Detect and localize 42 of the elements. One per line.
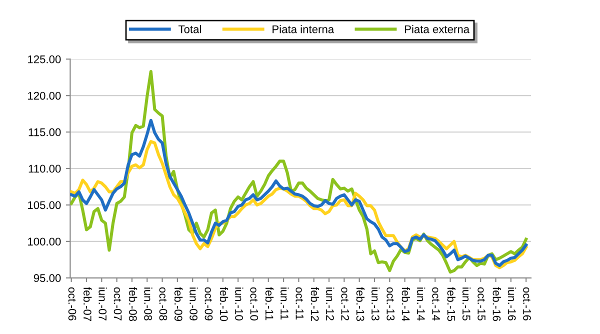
x-tick-label: feb.-07 <box>84 287 92 321</box>
legend-label: Piata interna <box>272 25 334 34</box>
x-tick-label: iun.-10 <box>235 288 244 320</box>
y-tick-label: 105.00 <box>28 201 61 210</box>
x-tick-label: oct.-09 <box>204 287 213 320</box>
x-tick-label: feb.-16 <box>492 287 501 322</box>
x-tick-label: iun.-12 <box>326 288 334 320</box>
y-tick-label: 120.00 <box>28 92 61 100</box>
x-tick-label: oct.-13 <box>386 287 395 320</box>
x-tick-label: oct.-11 <box>296 287 304 320</box>
x-tick-label: feb.-11 <box>265 287 274 320</box>
x-tick-label: iun.-09 <box>190 288 198 320</box>
x-tick-label: oct.-06 <box>68 287 76 320</box>
x-tick-label: iun.-11 <box>280 288 289 320</box>
y-tick-label: 100.00 <box>28 238 61 246</box>
y-tick-label: 125.00 <box>28 55 61 64</box>
x-tick-label: oct.-10 <box>250 287 258 320</box>
x-tick-label: feb.-09 <box>174 287 183 321</box>
y-tick-label: 115.00 <box>28 128 61 136</box>
x-tick-label: feb.-12 <box>310 287 320 321</box>
x-tick-label: oct.-08 <box>159 287 168 320</box>
x-tick-label: iun.-16 <box>508 288 516 320</box>
x-tick-label: feb.-15 <box>447 287 456 322</box>
legend-label: Total <box>178 25 201 34</box>
x-tick-label: oct.-16 <box>523 287 531 320</box>
y-tick-label: 110.00 <box>28 164 61 173</box>
legend-label: Piata externa <box>404 25 470 34</box>
x-tick-label: iun.-15 <box>462 288 471 320</box>
x-tick-label: feb.-14 <box>402 287 410 322</box>
x-tick-label: oct.-12 <box>341 287 350 320</box>
x-tick-label: iun.-13 <box>372 288 380 320</box>
x-tick-label: feb.-08 <box>128 287 138 322</box>
x-tick-label: oct.-07 <box>114 287 122 320</box>
x-tick-label: iun.-07 <box>98 288 107 320</box>
x-tick-label: oct.-14 <box>432 287 440 321</box>
x-tick-label: feb.-13 <box>356 287 365 322</box>
x-tick-label: oct.-15 <box>478 287 486 320</box>
y-tick-label: 95.00 <box>34 274 61 282</box>
x-tick-label: iun.-08 <box>144 288 152 320</box>
x-tick-label: iun.-14 <box>416 288 426 321</box>
line-series <box>70 118 528 268</box>
x-tick-label: feb.-10 <box>220 287 228 322</box>
